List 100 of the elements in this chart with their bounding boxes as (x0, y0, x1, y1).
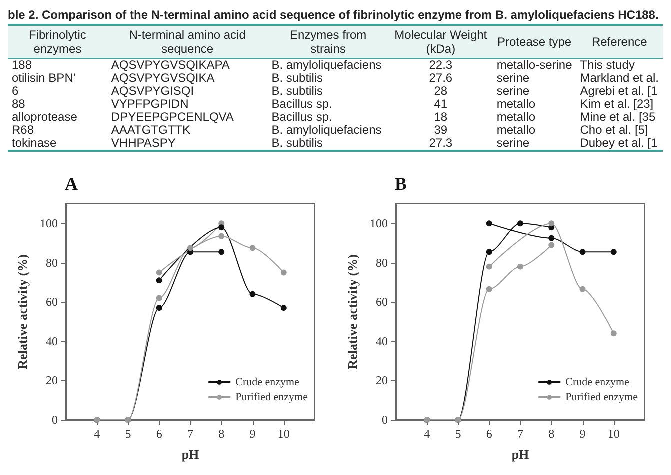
point (280, 270, 287, 276)
text: Markland et al. (580, 71, 659, 85)
text: 6 (12, 84, 19, 98)
x-axis-title: pH (182, 447, 200, 462)
text: tokinase (12, 136, 57, 150)
point (610, 249, 617, 256)
point (156, 278, 162, 284)
y-tick-label: 20 (46, 374, 58, 388)
text: ble 2. Comparison of the N-terminal amino acid sequence of fibrinolytic enzyme from B. amyloliquefaciens HC188. (8, 8, 660, 24)
y-tick-label: 100 (40, 216, 58, 231)
point (250, 245, 256, 252)
text: 27.3 (429, 136, 453, 150)
point (156, 270, 162, 276)
point (250, 291, 256, 298)
x-tick-label: 5 (125, 427, 132, 441)
category-label: Protease type (496, 34, 573, 51)
x-tick-label: 9 (250, 427, 256, 441)
text: alloprotease (12, 110, 78, 124)
category-label: N-terminal amino acid sequence (128, 27, 247, 58)
text: 39 (434, 123, 448, 137)
point (188, 245, 194, 252)
point (486, 249, 492, 256)
point (518, 264, 524, 270)
text: AQSVPYGVSQIKAPA (111, 58, 230, 72)
y-tick-label: 0 (52, 413, 58, 427)
y-tick-label: 60 (376, 295, 388, 310)
text: Dubey et al. [1 (580, 136, 658, 150)
legend-label: Purified enzyme (566, 392, 638, 404)
point (486, 286, 492, 292)
point (156, 305, 162, 312)
point (580, 249, 586, 256)
x-tick-label: 10 (608, 427, 620, 441)
text: 27.6 (429, 71, 453, 85)
y-tick-label: 80 (376, 256, 388, 270)
text: 22.3 (429, 58, 453, 72)
x-tick-label: 4 (424, 427, 430, 441)
y-axis-title: Relative activity (%) (15, 254, 30, 370)
point (486, 264, 492, 270)
y-tick-label: 40 (46, 334, 58, 348)
text: 188 (12, 58, 32, 72)
point (548, 242, 555, 248)
text: R68 (12, 123, 34, 137)
text: otilisin BPN' (12, 71, 76, 85)
x-tick-label: 6 (486, 427, 492, 441)
x-tick-label: 7 (188, 427, 194, 441)
x-tick-label: 8 (548, 427, 555, 441)
y-axis-title: Relative activity (%) (345, 254, 360, 370)
text: 18 (434, 110, 448, 124)
text: VYPFPGPIDN (111, 97, 189, 111)
text: metallo (496, 110, 536, 124)
point (218, 224, 225, 231)
text: AQSVPYGISQI (111, 84, 194, 98)
point (610, 330, 617, 337)
x-tick-label: 6 (156, 427, 162, 441)
text: AAATGTGTTK (111, 123, 191, 137)
category-label: Molecular Weight (kDa) (394, 27, 488, 58)
text: Bacillus sp. (272, 97, 332, 111)
text: serine (496, 84, 530, 98)
x-tick-label: 7 (518, 427, 524, 441)
text: 41 (434, 97, 448, 111)
text: Mine et al. [35 (580, 110, 656, 124)
text: B. amyloliquefaciens (272, 123, 382, 137)
y-tick-label: 80 (46, 256, 58, 270)
text: metallo (496, 123, 536, 137)
y-tick-label: 100 (370, 216, 388, 231)
text: 88 (12, 97, 26, 111)
chart-title: B (395, 174, 408, 194)
x-tick-label: 8 (218, 427, 225, 441)
text: VHHPASPY (111, 136, 176, 150)
text: Kim et al. [23] (580, 97, 654, 111)
legend-label: Crude enzyme (566, 376, 630, 388)
text: Bacillus sp. (272, 110, 332, 124)
x-tick-label: 9 (580, 427, 586, 441)
text: serine (496, 71, 530, 85)
point (218, 249, 225, 256)
text: metallo-serine (496, 58, 572, 72)
point (548, 235, 555, 242)
text: serine (496, 136, 530, 150)
text: B. subtilis (272, 84, 324, 98)
point (156, 295, 162, 302)
legend-label: Purified enzyme (236, 392, 308, 404)
y-tick-label: 60 (46, 295, 58, 310)
point (580, 286, 586, 292)
point (218, 233, 225, 240)
category-label: Enzymes from strains (288, 27, 368, 58)
category-label: Reference (590, 34, 648, 51)
x-tick-label: 5 (455, 427, 462, 441)
text: DPYEEPGPCENLQVA (111, 110, 234, 124)
point (280, 305, 287, 312)
text: B. amyloliquefaciens (272, 58, 382, 72)
y-tick-label: 0 (382, 413, 388, 427)
point (486, 220, 492, 227)
text: B. subtilis (272, 71, 324, 85)
text: B. subtilis (272, 136, 324, 150)
text: AQSVPYGVSQIKA (111, 71, 215, 85)
x-axis-title: pH (512, 447, 530, 462)
text: This study (580, 58, 635, 72)
chart-title: A (65, 174, 78, 194)
legend-label: Crude enzyme (236, 376, 300, 388)
text: Agrebi et al. [1 (580, 84, 658, 98)
